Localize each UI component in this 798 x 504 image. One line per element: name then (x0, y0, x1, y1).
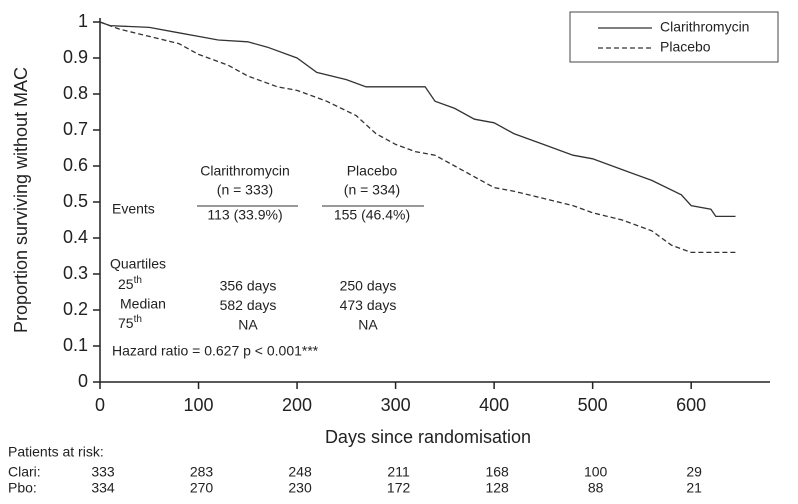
survival-curve (99, 21, 736, 218)
inset-header: (n = 333) (217, 182, 273, 198)
y-axis-label: Proportion surviving without MAC (11, 67, 31, 333)
risk-count: 168 (485, 464, 509, 480)
quartile-value: 250 days (340, 278, 397, 294)
risk-count: 21 (686, 480, 702, 496)
y-tick-label: 1 (78, 11, 88, 31)
survival-curve (99, 21, 736, 254)
inset-value: 155 (46.4%) (334, 207, 410, 223)
risk-count: 334 (91, 480, 115, 496)
y-tick-label: 0 (78, 371, 88, 391)
legend-box (569, 11, 779, 63)
quartile-num: 25 (118, 276, 134, 292)
hazard-ratio: Hazard ratio = 0.627 p < 0.001*** (112, 343, 319, 359)
quartile-value: 582 days (220, 297, 277, 313)
y-tick-label: 0.3 (63, 263, 88, 283)
risk-count: 172 (387, 480, 411, 496)
x-tick-label: 600 (676, 395, 706, 415)
quartile-sup: th (134, 314, 142, 325)
quartile-sup: th (134, 275, 142, 286)
risk-count: 333 (91, 464, 115, 480)
y-tick-label: 0.7 (63, 119, 88, 139)
legend-label: Clarithromycin (660, 19, 749, 35)
risk-count: 100 (584, 464, 608, 480)
x-tick-label: 400 (479, 395, 509, 415)
x-tick-label: 200 (282, 395, 312, 415)
inset-label: Events (112, 201, 155, 217)
inset-value: 113 (33.9%) (207, 207, 282, 223)
quartile-value: NA (238, 317, 258, 333)
risk-count: 29 (686, 464, 702, 480)
risk-title: Patients at risk: (8, 444, 104, 460)
y-tick-label: 0.2 (63, 299, 88, 319)
y-tick-label: 0.1 (63, 335, 88, 355)
inset-label: Quartiles (110, 256, 166, 272)
quartile-label: Median (120, 295, 166, 311)
risk-count: 211 (387, 464, 410, 480)
risk-count: 270 (190, 480, 214, 496)
quartile-value: NA (358, 317, 378, 333)
quartile-value: 356 days (220, 278, 277, 294)
inset-header: Placebo (347, 163, 398, 179)
quartile-value: 473 days (340, 297, 397, 313)
inset-header: Clarithromycin (200, 163, 289, 179)
y-tick-label: 0.8 (63, 83, 88, 103)
quartile-num: 75 (118, 315, 134, 331)
quartile-label: 75th (118, 314, 142, 331)
risk-row-label: Pbo: (8, 480, 37, 496)
legend-label: Placebo (660, 39, 711, 55)
x-tick-label: 0 (95, 395, 105, 415)
x-tick-label: 300 (381, 395, 411, 415)
quartile-label: 25th (118, 275, 142, 292)
y-tick-label: 0.6 (63, 155, 88, 175)
risk-count: 283 (190, 464, 214, 480)
risk-count: 248 (288, 464, 312, 480)
y-tick-label: 0.4 (63, 227, 88, 247)
risk-row-label: Clari: (8, 464, 41, 480)
quartile-num: Median (120, 295, 166, 311)
risk-count: 88 (588, 480, 604, 496)
y-tick-label: 0.5 (63, 191, 88, 211)
risk-count: 230 (288, 480, 312, 496)
inset-header: (n = 334) (344, 182, 400, 198)
x-tick-label: 100 (184, 395, 214, 415)
x-axis-label: Days since randomisation (325, 427, 531, 447)
x-tick-label: 500 (578, 395, 608, 415)
risk-count: 128 (485, 480, 509, 496)
y-tick-label: 0.9 (63, 47, 88, 67)
inset-table: Clarithromycin (n = 333) Placebo (n = 33… (110, 163, 424, 359)
